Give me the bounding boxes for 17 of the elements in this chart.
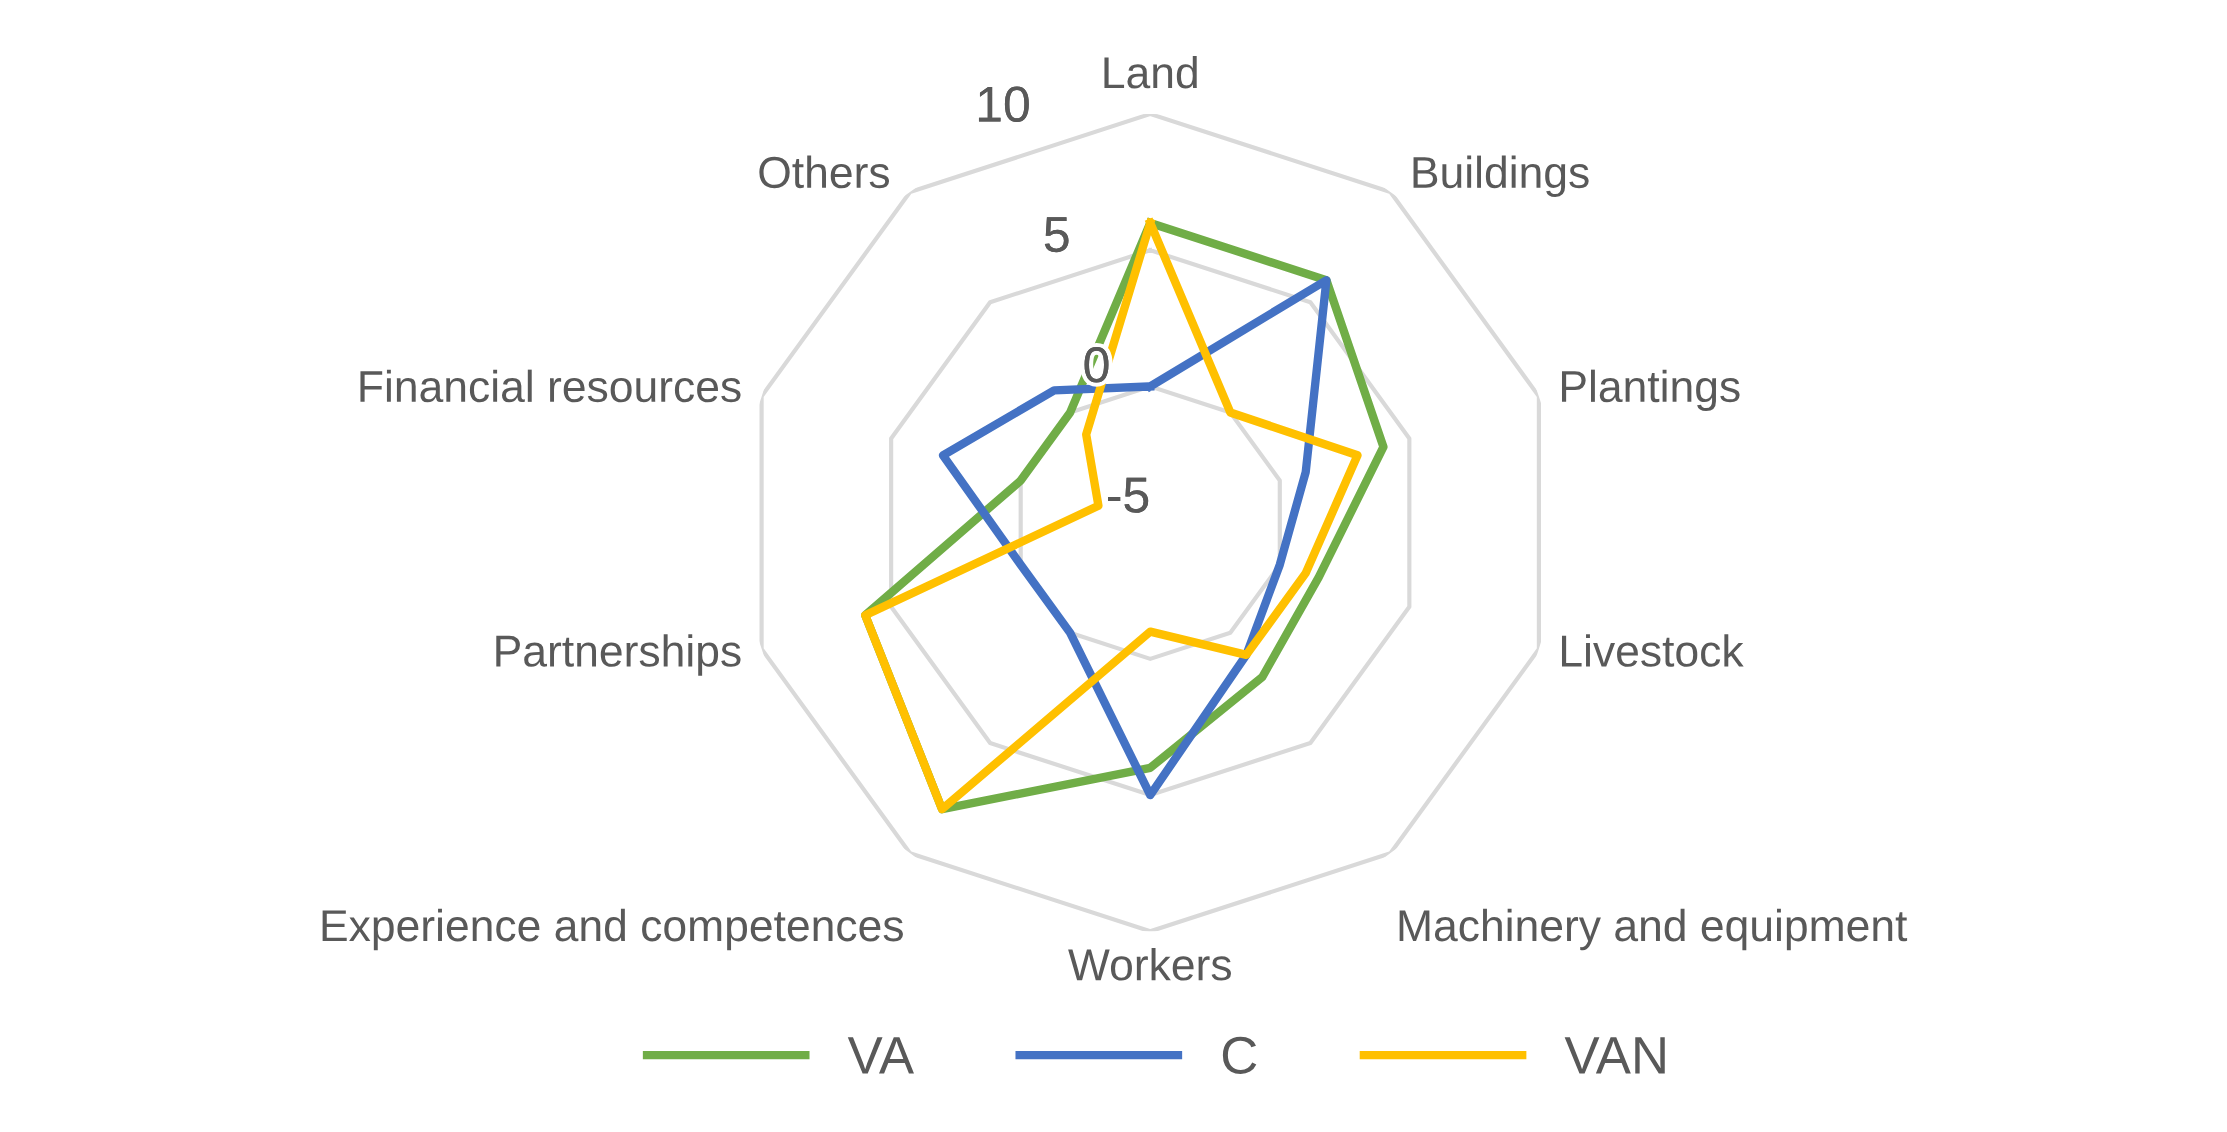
spoke-label: Machinery and equipment: [1399, 908, 1908, 951]
spoke-label: Buildings: [1413, 155, 1589, 198]
y-tick-label: 0: [1084, 347, 1109, 383]
spoke-label: Livestock: [1561, 634, 1744, 667]
legend-label: C: [1222, 1036, 1257, 1075]
legend-label: VAN: [1564, 1037, 1665, 1074]
y-tick-label: 10: [978, 86, 1029, 122]
spoke-label: Financial resources: [360, 369, 741, 403]
spoke-label: Partnerships: [496, 634, 741, 676]
spoke-label: Others: [759, 155, 889, 189]
y-tick-label: -5: [1108, 477, 1149, 513]
legend-label: VA: [847, 1037, 914, 1074]
spoke-label: Experience and competences: [322, 908, 903, 951]
spoke-label: Plantings: [1561, 369, 1740, 412]
spoke-label: Workers: [1068, 947, 1231, 981]
spoke-label: Land: [1104, 55, 1197, 89]
y-tick-label: 5: [1044, 217, 1069, 253]
